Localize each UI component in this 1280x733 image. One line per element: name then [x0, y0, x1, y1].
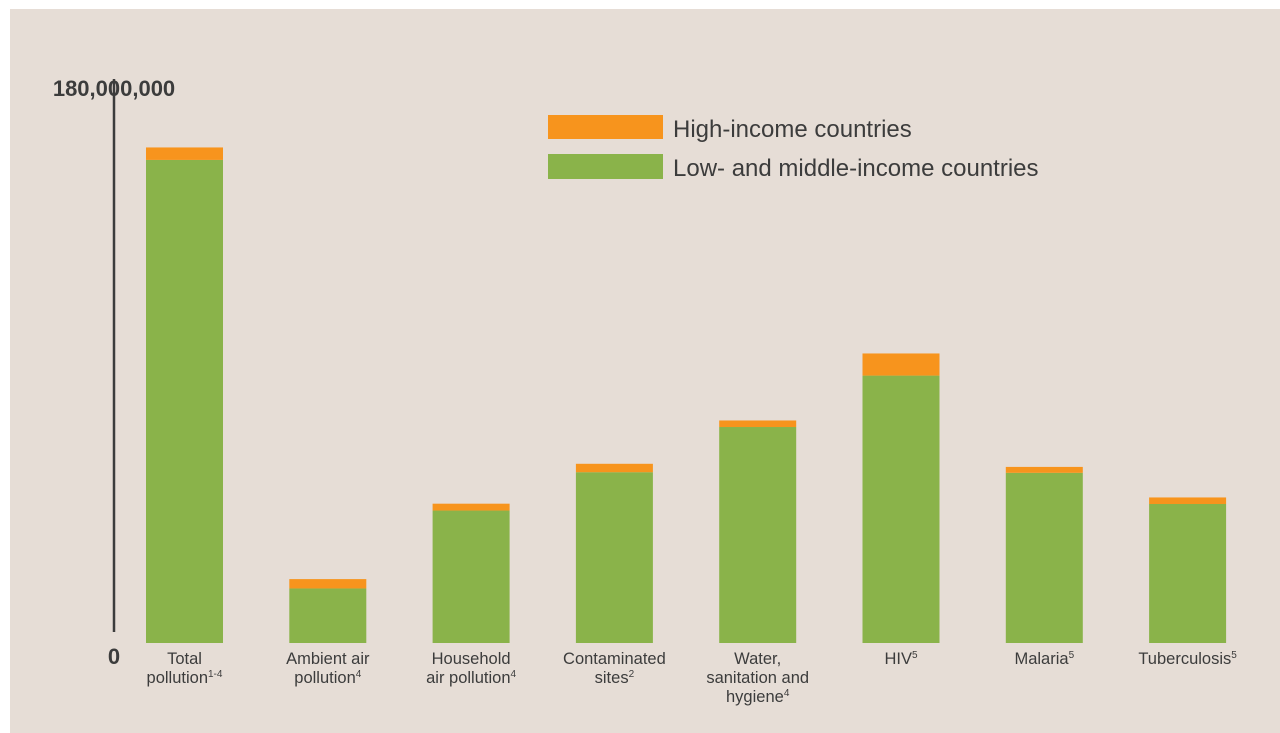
bar-low-middle-income-water-sanitation-and-hygiene — [719, 427, 797, 643]
legend-swatch-high-income — [548, 115, 663, 139]
bar-low-middle-income-hiv — [862, 375, 940, 643]
category-label-hiv: HIV5 — [884, 650, 918, 668]
bars-group — [146, 147, 1227, 643]
category-label-contaminated-sites: Contaminated sites2 — [563, 650, 666, 687]
category-label-water-sanitation-and-hygiene: Water, sanitation and hygiene4 — [706, 650, 809, 706]
bar-low-middle-income-household-air-pollution — [432, 510, 510, 643]
bar-high-income-malaria — [1005, 466, 1083, 473]
bar-high-income-hiv — [862, 353, 940, 376]
bar-high-income-total-pollution — [146, 147, 223, 160]
bar-low-middle-income-total-pollution — [146, 159, 223, 643]
category-labels-group: Total pollution1-4 Ambient air pollution4 Ho… — [147, 650, 1238, 706]
y-tick-label-max: 180,000,000 — [53, 76, 175, 101]
category-label-total-pollution: Total pollution1-4 — [147, 650, 223, 687]
bar-high-income-tuberculosis — [1149, 497, 1227, 504]
bar-low-middle-income-tuberculosis — [1149, 503, 1227, 643]
bar-low-middle-income-malaria — [1005, 472, 1083, 643]
bar-high-income-household-air-pollution — [432, 503, 510, 511]
category-label-household-air-pollution: Household air pollution4 — [426, 650, 516, 687]
legend-label-high-income: High-income countries — [673, 116, 912, 143]
bar-high-income-water-sanitation-and-hygiene — [719, 420, 797, 428]
y-tick-label-zero: 0 — [108, 644, 120, 669]
legend-swatch-low-middle-income — [548, 154, 663, 179]
legend-label-low-middle-income: Low- and middle-income countries — [673, 155, 1039, 182]
legend: High-income countries Low- and middle-in… — [548, 115, 1039, 182]
category-label-tuberculosis: Tuberculosis5 — [1138, 650, 1237, 668]
bar-low-middle-income-contaminated-sites — [575, 472, 653, 643]
category-label-malaria: Malaria5 — [1014, 650, 1074, 668]
bar-high-income-contaminated-sites — [575, 463, 653, 473]
bar-high-income-ambient-air-pollution — [289, 579, 367, 589]
bar-low-middle-income-ambient-air-pollution — [289, 588, 367, 643]
category-label-ambient-air-pollution: Ambient air pollution4 — [286, 650, 370, 687]
